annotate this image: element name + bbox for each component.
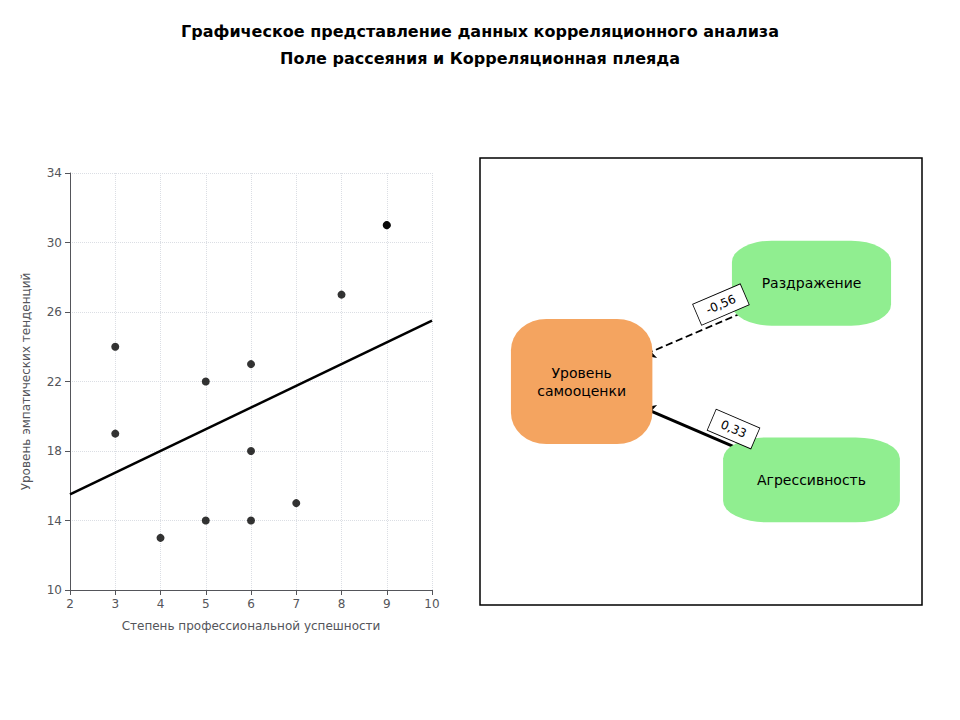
svg-text:8: 8 [338,597,346,611]
svg-text:10: 10 [424,597,439,611]
svg-text:5: 5 [202,597,210,611]
svg-text:26: 26 [47,305,62,319]
svg-text:10: 10 [47,583,62,597]
svg-text:3: 3 [111,597,119,611]
svg-text:34: 34 [47,166,62,180]
svg-text:Графическое представление данн: Графическое представление данных корреля… [181,22,779,41]
svg-text:18: 18 [47,444,62,458]
svg-text:9: 9 [383,597,391,611]
svg-text:7: 7 [292,597,300,611]
svg-text:6: 6 [247,597,255,611]
svg-text:Степень профессиональной успеш: Степень профессиональной успешности [122,619,381,633]
svg-text:самооценки: самооценки [537,383,626,399]
svg-text:-0,56: -0,56 [704,292,738,317]
svg-text:Уровень: Уровень [552,365,612,381]
svg-text:Агрессивность: Агрессивность [757,472,866,488]
svg-text:Поле рассеяния и Корреляционна: Поле рассеяния и Корреляционная плеяда [280,49,680,68]
svg-text:Раздражение: Раздражение [762,275,862,291]
svg-text:22: 22 [47,375,62,389]
svg-text:0,33: 0,33 [718,417,748,440]
svg-text:30: 30 [47,236,62,250]
svg-text:4: 4 [157,597,165,611]
svg-text:2: 2 [66,597,74,611]
svg-text:14: 14 [47,514,62,528]
svg-text:Уровень эмпатических тенденций: Уровень эмпатических тенденций [19,273,33,491]
